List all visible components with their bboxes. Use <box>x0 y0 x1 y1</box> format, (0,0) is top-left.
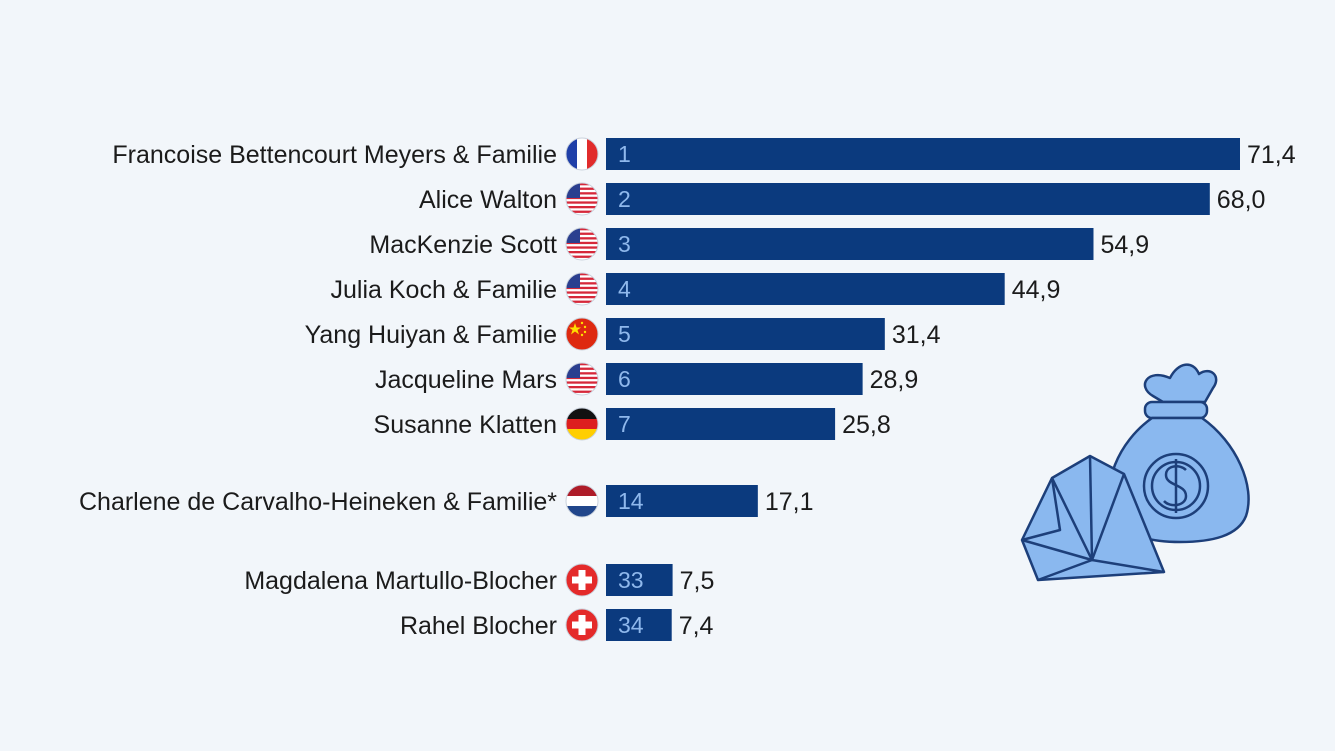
bar-value-label: 68,0 <box>1217 186 1266 214</box>
usa-flag <box>565 227 599 261</box>
bar-row: Magdalena Martullo-Blocher 33 7,5 <box>244 563 715 597</box>
diamond-icon <box>1020 454 1166 582</box>
bar-rank-label: 34 <box>618 612 644 638</box>
bar-label: Magdalena Martullo-Blocher <box>244 567 557 595</box>
bar-row: Jacqueline Mars 6 28,9 <box>375 362 919 396</box>
usa-flag <box>565 182 599 216</box>
bar <box>606 609 672 641</box>
bar-rank-label: 33 <box>618 567 644 593</box>
bar-row: Charlene de Carvalho-Heineken & Familie*… <box>79 484 814 518</box>
france-flag <box>565 137 599 171</box>
bar-rank-label: 3 <box>618 231 631 257</box>
bar <box>606 408 836 440</box>
bar-value-label: 31,4 <box>892 321 941 349</box>
bar <box>606 363 863 395</box>
bar <box>606 273 1005 305</box>
switzerland-flag <box>565 608 599 642</box>
bar-value-label: 54,9 <box>1100 231 1149 259</box>
bar-label: Francoise Bettencourt Meyers & Familie <box>112 141 557 169</box>
bar-rank-label: 5 <box>618 321 631 347</box>
bar-label: Yang Huiyan & Familie <box>305 321 557 349</box>
bar-value-label: 7,5 <box>680 567 715 595</box>
bar-rank-label: 1 <box>618 141 631 167</box>
switzerland-flag <box>565 563 599 597</box>
bar-value-label: 25,8 <box>842 411 891 439</box>
wealth-illustration <box>1020 363 1250 582</box>
bar-value-label: 7,4 <box>679 612 714 640</box>
bar-label: Julia Koch & Familie <box>331 276 557 304</box>
china-flag <box>565 317 599 351</box>
bar <box>606 564 673 596</box>
bar-rank-label: 6 <box>618 366 631 392</box>
bar-rank-label: 14 <box>618 488 644 514</box>
bar-row: Rahel Blocher 34 7,4 <box>400 608 714 642</box>
bar-label: Charlene de Carvalho-Heineken & Familie* <box>79 488 557 516</box>
usa-flag <box>565 362 599 396</box>
bar <box>606 138 1240 170</box>
usa-flag <box>565 272 599 306</box>
dollar-sign-icon <box>1142 452 1210 520</box>
bar <box>606 228 1094 260</box>
bar-rank-label: 4 <box>618 276 631 302</box>
bar-row: MacKenzie Scott 3 54,9 <box>369 227 1149 261</box>
bar-rank-label: 7 <box>618 411 631 437</box>
bar <box>606 485 758 517</box>
bar-rank-label: 2 <box>618 186 631 212</box>
bar <box>606 318 885 350</box>
bar-value-label: 28,9 <box>870 366 919 394</box>
bar-row: Alice Walton 2 68,0 <box>419 182 1266 216</box>
bar-label: Susanne Klatten <box>374 411 557 439</box>
bar <box>606 183 1210 215</box>
bar-row: Yang Huiyan & Familie 5 31,4 <box>305 317 941 351</box>
bar-value-label: 71,4 <box>1247 141 1296 169</box>
germany-flag <box>565 407 599 441</box>
bar-row: Susanne Klatten 7 25,8 <box>374 407 891 441</box>
bars-layer: Francoise Bettencourt Meyers & Familie 1 7… <box>79 137 1296 642</box>
netherlands-flag <box>565 484 599 518</box>
bar-label: MacKenzie Scott <box>369 231 557 259</box>
bar-row: Francoise Bettencourt Meyers & Familie 1 7… <box>112 137 1296 171</box>
bar-label: Rahel Blocher <box>400 612 557 640</box>
bar-row: Julia Koch & Familie 4 44,9 <box>331 272 1061 306</box>
money-bag-icon <box>1108 363 1250 544</box>
bar-label: Jacqueline Mars <box>375 366 557 394</box>
bar-label: Alice Walton <box>419 186 557 214</box>
bar-value-label: 44,9 <box>1012 276 1061 304</box>
bar-value-label: 17,1 <box>765 488 814 516</box>
